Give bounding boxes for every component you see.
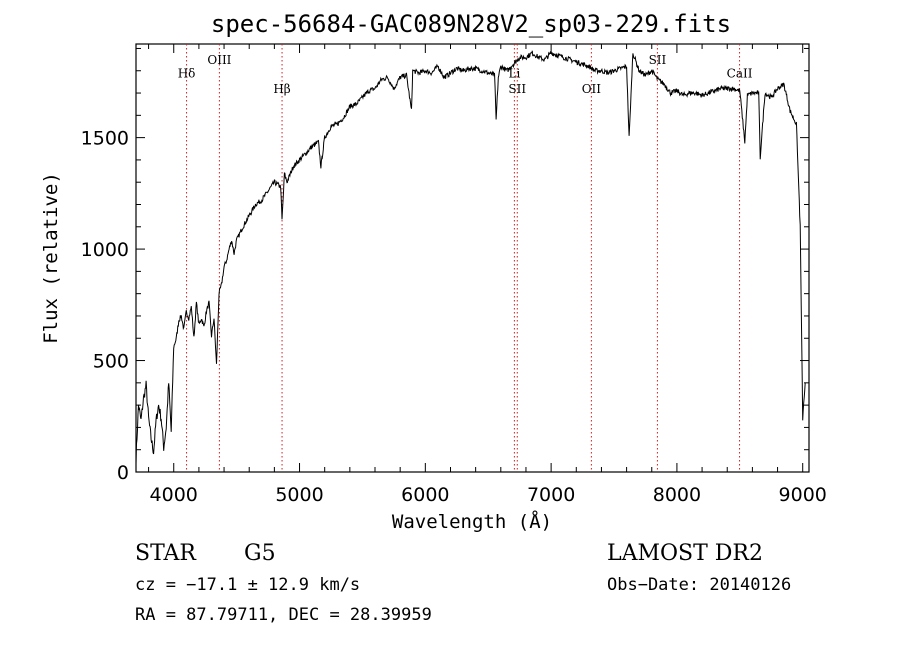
y-tick-label: 1000: [81, 239, 129, 261]
object-subclass: G5: [244, 541, 276, 566]
x-tick-label: 9000: [779, 484, 827, 506]
x-tick-label: 5000: [275, 484, 323, 506]
spectral-line-label: Hβ: [273, 82, 290, 96]
spectral-line-label: Li: [508, 66, 520, 80]
y-tick-label: 0: [117, 462, 129, 484]
spectral-line-label: Hδ: [178, 66, 196, 80]
spectral-line-markers: Hδ OIII Hβ Li SII OII SII CaII: [178, 44, 753, 472]
observation-date: Obs−Date: 20140126: [607, 575, 791, 595]
spectral-line-label: CaII: [727, 66, 753, 80]
x-tick-label: 4000: [150, 484, 198, 506]
chart-title: spec-56684-GAC089N28V2_sp03-229.fits: [211, 10, 731, 38]
spectral-line-label: SII: [508, 82, 526, 96]
x-axis-label: Wavelength (Å): [392, 510, 552, 533]
y-tick-label: 1500: [81, 128, 129, 150]
spectral-line-label: OIII: [207, 53, 231, 67]
spectral-line-label: SII: [649, 53, 667, 67]
x-tick-label: 6000: [401, 484, 449, 506]
object-type: STAR: [135, 541, 197, 566]
survey-name: LAMOST DR2: [607, 541, 763, 566]
y-tick-label: 500: [93, 351, 129, 373]
redshift-velocity: cz = −17.1 ± 12.9 km/s: [135, 575, 360, 595]
plot-frame: [135, 43, 810, 473]
y-axis-ticks: 0 500 1000 1500: [81, 47, 809, 484]
spectrum-line: [135, 50, 806, 464]
x-tick-label: 8000: [653, 484, 701, 506]
sky-coordinates: RA = 87.79711, DEC = 28.39959: [135, 605, 432, 625]
x-axis-ticks: 4000 5000 6000 7000 8000 9000: [148, 44, 827, 506]
x-tick-label: 7000: [527, 484, 575, 506]
spectral-line-label: OII: [582, 82, 602, 96]
y-axis-label: Flux (relative): [40, 172, 62, 344]
